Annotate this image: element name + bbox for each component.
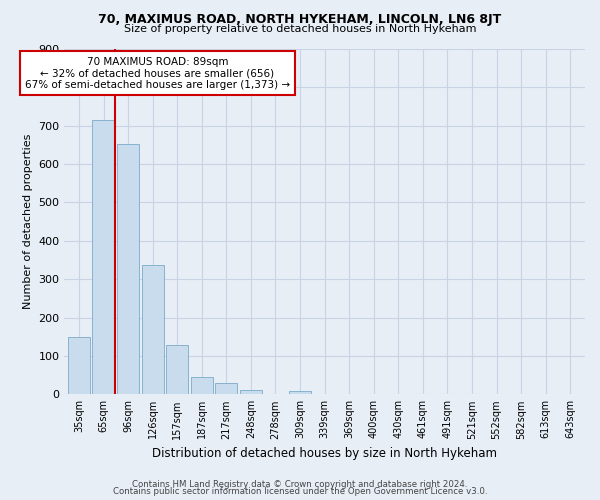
- Text: Contains public sector information licensed under the Open Government Licence v3: Contains public sector information licen…: [113, 488, 487, 496]
- Bar: [142, 264, 164, 394]
- X-axis label: Distribution of detached houses by size in North Hykeham: Distribution of detached houses by size …: [152, 447, 497, 460]
- Bar: [191, 378, 213, 394]
- Bar: [92, 120, 115, 394]
- Bar: [240, 390, 262, 394]
- Bar: [117, 144, 139, 395]
- Bar: [166, 345, 188, 395]
- Bar: [289, 391, 311, 394]
- Bar: [215, 383, 238, 394]
- Text: 70, MAXIMUS ROAD, NORTH HYKEHAM, LINCOLN, LN6 8JT: 70, MAXIMUS ROAD, NORTH HYKEHAM, LINCOLN…: [98, 12, 502, 26]
- Bar: [68, 337, 90, 394]
- Text: Contains HM Land Registry data © Crown copyright and database right 2024.: Contains HM Land Registry data © Crown c…: [132, 480, 468, 489]
- Text: 70 MAXIMUS ROAD: 89sqm
← 32% of detached houses are smaller (656)
67% of semi-de: 70 MAXIMUS ROAD: 89sqm ← 32% of detached…: [25, 56, 290, 90]
- Y-axis label: Number of detached properties: Number of detached properties: [23, 134, 32, 310]
- Text: Size of property relative to detached houses in North Hykeham: Size of property relative to detached ho…: [124, 24, 476, 34]
